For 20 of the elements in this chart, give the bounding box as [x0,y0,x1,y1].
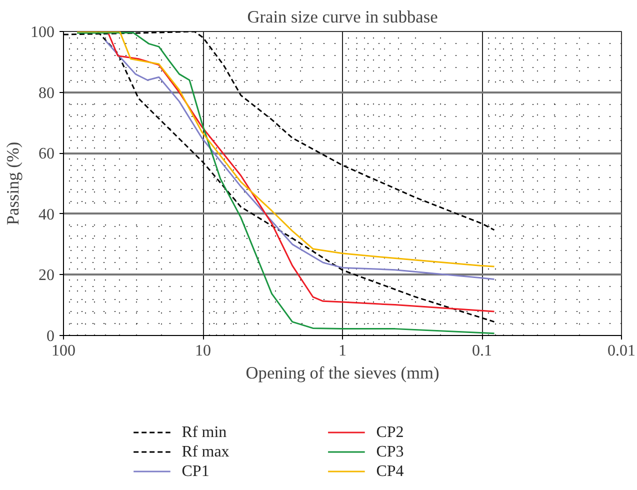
x-tick-label: 0.1 [472,342,492,360]
legend-label: CP1 [182,463,210,480]
legend-label: CP2 [376,424,404,441]
y-tick-label: 60 [38,146,54,163]
y-tick-label: 100 [30,24,54,41]
chart-title: Grain size curve in subbase [247,8,438,26]
legend-label: CP3 [376,444,404,460]
y-tick-label: 0 [46,328,54,345]
x-axis-title: Opening of the sieves (mm) [246,364,440,382]
x-tick-label: 100 [52,342,76,360]
legend-label: CP4 [376,463,404,480]
y-tick-label: 80 [38,84,54,102]
y-axis-title: Passing (%) [4,142,22,226]
x-tick-label: 10 [195,342,211,360]
legend-label: Rf min [182,424,227,441]
x-tick-label: 1 [338,342,346,360]
y-tick-label: 40 [38,206,54,224]
legend-label: Rf max [182,444,230,460]
y-tick-label: 20 [38,267,54,284]
x-tick-label: 0.01 [608,342,636,360]
